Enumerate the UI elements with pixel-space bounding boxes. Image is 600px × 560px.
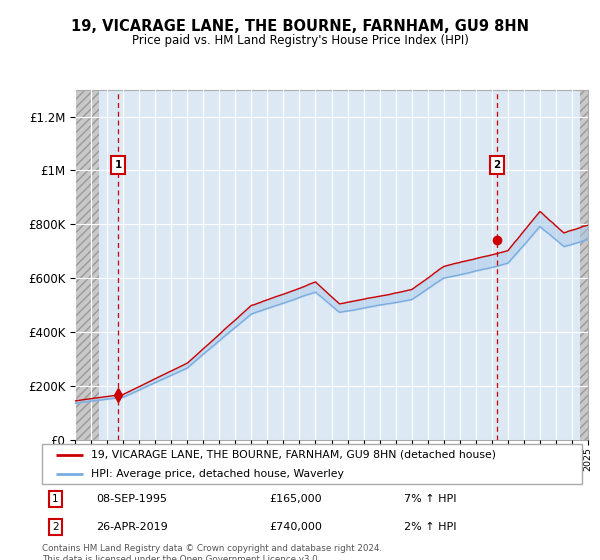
Text: 19, VICARAGE LANE, THE BOURNE, FARNHAM, GU9 8HN: 19, VICARAGE LANE, THE BOURNE, FARNHAM, … <box>71 19 529 34</box>
Text: 2% ↑ HPI: 2% ↑ HPI <box>404 522 457 532</box>
Text: 7% ↑ HPI: 7% ↑ HPI <box>404 494 457 504</box>
Text: 19, VICARAGE LANE, THE BOURNE, FARNHAM, GU9 8HN (detached house): 19, VICARAGE LANE, THE BOURNE, FARNHAM, … <box>91 450 496 460</box>
Text: £165,000: £165,000 <box>269 494 322 504</box>
FancyBboxPatch shape <box>42 444 582 484</box>
Text: Contains HM Land Registry data © Crown copyright and database right 2024.
This d: Contains HM Land Registry data © Crown c… <box>42 544 382 560</box>
Text: 08-SEP-1995: 08-SEP-1995 <box>96 494 167 504</box>
Text: 2: 2 <box>493 160 500 170</box>
Text: 26-APR-2019: 26-APR-2019 <box>96 522 168 532</box>
Bar <box>75 90 99 440</box>
Text: £740,000: £740,000 <box>269 522 322 532</box>
Text: 1: 1 <box>115 160 122 170</box>
Text: Price paid vs. HM Land Registry's House Price Index (HPI): Price paid vs. HM Land Registry's House … <box>131 34 469 48</box>
Bar <box>580 90 588 440</box>
Text: 2: 2 <box>52 522 59 532</box>
Text: HPI: Average price, detached house, Waverley: HPI: Average price, detached house, Wave… <box>91 469 343 479</box>
Text: 1: 1 <box>52 494 59 504</box>
